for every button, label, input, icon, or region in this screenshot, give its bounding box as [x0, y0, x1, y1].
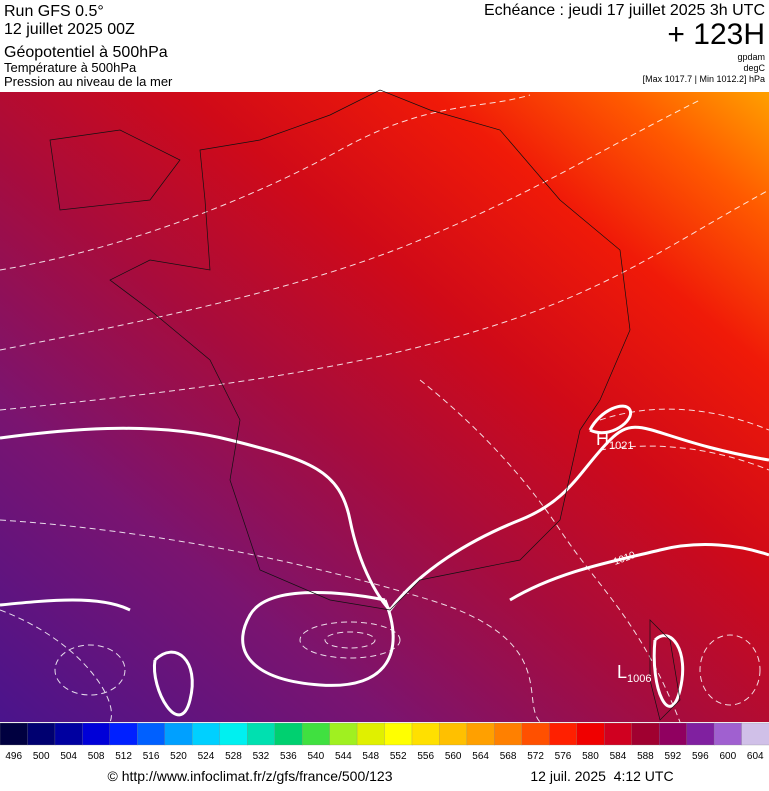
colorbar-label: 504	[60, 751, 77, 762]
colorbar-label: 572	[527, 751, 544, 762]
color-cell	[521, 722, 550, 746]
borders	[49, 89, 681, 721]
field: Pression au niveau de la mer	[4, 74, 173, 89]
color-cell	[686, 722, 715, 746]
low-center: L1006	[617, 662, 652, 685]
color-cell	[274, 722, 303, 746]
color-cell	[329, 722, 358, 746]
source: © http://www.infoclimat.fr/z/gfs/france/…	[108, 768, 393, 784]
color-cell	[356, 722, 386, 746]
color-cell	[713, 722, 743, 746]
colorbar-label: 520	[170, 751, 187, 762]
map-field	[0, 92, 769, 722]
colorbar-label: 536	[280, 751, 297, 762]
colorbar-label: 596	[692, 751, 709, 762]
color-cell	[631, 722, 660, 746]
colorbar-label: 496	[5, 751, 22, 762]
colorbar-label: 600	[719, 751, 736, 762]
color-cell	[247, 722, 276, 746]
color-cell	[411, 722, 441, 746]
center-letter: H	[596, 429, 609, 449]
colorbar-label: 588	[637, 751, 654, 762]
colorbar-label: 544	[335, 751, 352, 762]
color-cell	[604, 722, 633, 746]
timestamp: 12 juil. 2025 4:12 UTC	[530, 768, 673, 784]
color-cell	[0, 722, 29, 746]
colorbar-label: 584	[610, 751, 627, 762]
temperature-contours	[0, 94, 769, 723]
color-cell	[549, 722, 578, 746]
colorbar-label: 576	[555, 751, 572, 762]
colorbar-label: 604	[747, 751, 764, 762]
high-center: H1021	[596, 429, 633, 452]
color-cell	[192, 722, 221, 746]
colorbar-label: 568	[500, 751, 517, 762]
colorbar-label: 556	[417, 751, 434, 762]
run: 12 juillet 2025 00Z	[4, 21, 135, 38]
colorbar-label: 548	[362, 751, 379, 762]
unit: degC	[743, 63, 765, 73]
colorbar-label: 564	[472, 751, 489, 762]
field: Température à 500hPa	[4, 60, 137, 75]
colorbar-label: 552	[390, 751, 407, 762]
color-cell	[384, 722, 413, 746]
echeance: Echéance : jeudi 17 juillet 2025 3h UTC	[484, 2, 765, 19]
color-cell	[164, 722, 193, 746]
field: Géopotentiel à 500hPa	[4, 44, 168, 61]
color-cell	[741, 722, 769, 746]
colorbar-label: 592	[665, 751, 682, 762]
colorbar-label: 516	[143, 751, 160, 762]
offset: + 123H	[667, 18, 765, 51]
colorbar-label: 508	[88, 751, 105, 762]
color-cell	[137, 722, 166, 746]
colorbar-label: 560	[445, 751, 462, 762]
color-cell	[466, 722, 496, 746]
color-cell	[27, 722, 56, 746]
color-cell	[301, 722, 331, 746]
colorbar-label: 528	[225, 751, 242, 762]
color-cell	[494, 722, 523, 746]
color-cell	[109, 722, 138, 746]
color-cell	[658, 722, 688, 746]
colorbar: 496 500 504 508 512 516 520 524 528 532 536 540 544 5…	[0, 722, 769, 762]
map: H1021 L1006 1010	[0, 89, 769, 723]
unit: [Max 1017.7 | Min 1012.2] hPa	[643, 74, 765, 84]
colorbar-label: 512	[115, 751, 132, 762]
colorbar-label: 500	[33, 751, 50, 762]
center-value: 1006	[627, 673, 651, 685]
color-cell	[439, 722, 468, 746]
colorbar-label: 524	[198, 751, 215, 762]
color-cell	[219, 722, 248, 746]
color-cell	[82, 722, 111, 746]
center-letter: L	[617, 662, 627, 682]
color-cell	[576, 722, 605, 746]
colorbar-label: 532	[253, 751, 270, 762]
center-value: 1021	[609, 440, 633, 452]
model: Run GFS 0.5°	[4, 3, 104, 20]
color-cell	[54, 722, 84, 746]
colorbar-label: 580	[582, 751, 599, 762]
unit: gpdam	[737, 52, 765, 62]
colorbar-label: 540	[307, 751, 324, 762]
